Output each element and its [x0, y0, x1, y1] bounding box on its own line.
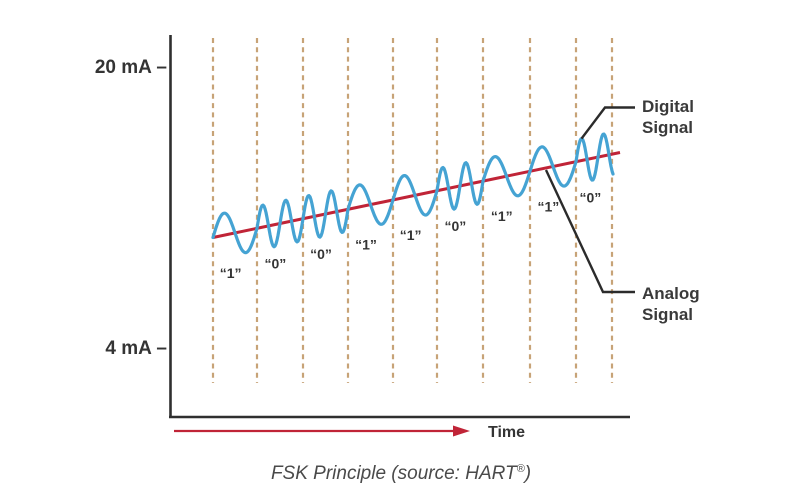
bit-label: “1”: [400, 227, 422, 243]
caption-text: FSK Principle (source: HART: [271, 463, 518, 484]
bit-divider-lines: [211, 38, 614, 383]
registered-trademark-symbol: ®: [517, 463, 526, 475]
bit-label: “1”: [491, 208, 513, 224]
digital-signal-wave: [211, 132, 615, 255]
x-axis-time-label: Time: [488, 424, 525, 441]
bit-label: “1”: [355, 237, 377, 253]
bit-label: “0”: [445, 218, 467, 234]
bit-value-labels: “1” “0” “0” “1” “1” “0” “1” “1” “0”: [220, 190, 602, 281]
digital-signal-label-line2: Signal: [642, 118, 693, 137]
bit-label: “1”: [538, 199, 560, 215]
analog-signal-label-line1: Analog: [642, 284, 700, 303]
analog-callout-line: [544, 169, 635, 294]
digital-callout-line: [580, 106, 635, 140]
bit-label: “0”: [580, 190, 602, 206]
bit-label: “1”: [220, 265, 242, 281]
caption-close-paren: ): [523, 463, 531, 484]
digital-signal-label-line1: Digital: [642, 97, 694, 116]
y-tick-20ma: 20 mA –: [95, 57, 167, 78]
bit-label: “0”: [265, 256, 287, 272]
figure-caption: FSK Principle (source: HART®): [271, 463, 531, 484]
bit-label: “0”: [310, 246, 332, 262]
y-tick-4ma: 4 mA –: [105, 338, 167, 359]
time-arrow-head-icon: [453, 425, 470, 437]
analog-signal-label-line2: Signal: [642, 305, 693, 324]
